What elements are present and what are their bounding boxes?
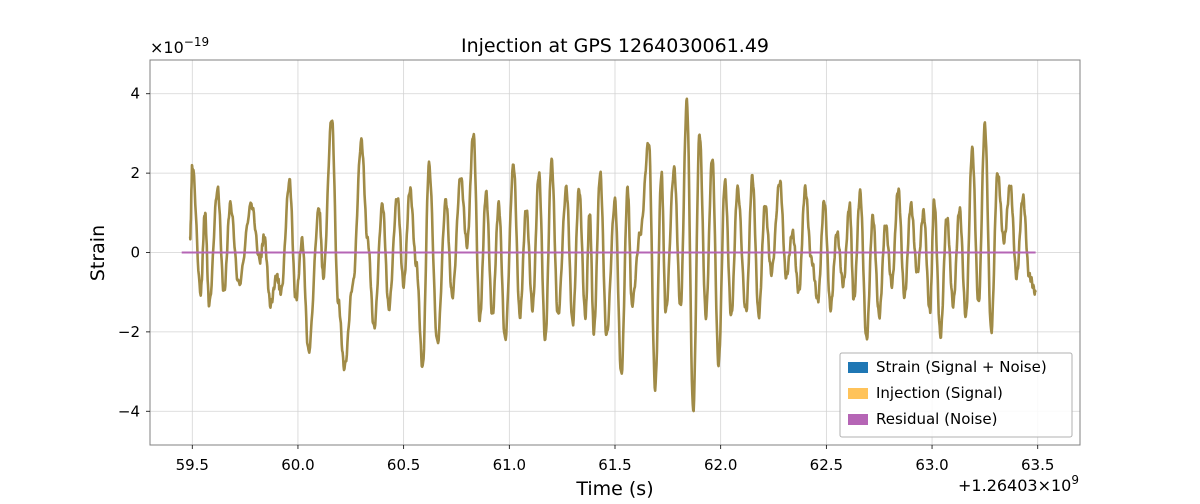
x-tick-label: 59.5 bbox=[176, 456, 209, 474]
x-tick-label: 62.5 bbox=[810, 456, 843, 474]
y-tick-label: 4 bbox=[130, 85, 140, 103]
y-axis-label: Strain bbox=[87, 225, 109, 281]
x-offset-exponent: 9 bbox=[1071, 473, 1079, 487]
y-tick-label: 0 bbox=[130, 244, 140, 262]
legend-swatch bbox=[848, 362, 868, 373]
axis-ticks: 59.5 60.0 60.5 61.0 61.5 62.0 62.5 63.0 63.5 −4 −2… bbox=[118, 85, 1055, 474]
y-tick-label: −4 bbox=[118, 402, 140, 420]
legend-box bbox=[839, 352, 1073, 438]
y-scale-exponent: −19 bbox=[184, 35, 209, 49]
x-tick-label: 63.5 bbox=[1021, 456, 1054, 474]
x-tick-label: 61.0 bbox=[493, 456, 526, 474]
y-tick-label: 2 bbox=[130, 164, 140, 182]
legend: Strain (Signal + Noise) Injection (Signal… bbox=[839, 352, 1073, 438]
x-tick-label: 60.0 bbox=[281, 456, 314, 474]
legend-label: Strain (Signal + Noise) bbox=[876, 358, 1047, 376]
legend-swatch bbox=[848, 388, 868, 399]
series-layer bbox=[181, 97, 1037, 413]
legend-label: Residual (Noise) bbox=[876, 410, 997, 428]
legend-swatch bbox=[848, 414, 868, 425]
x-tick-label: 62.0 bbox=[704, 456, 737, 474]
y-scale-base: ×10 bbox=[150, 38, 184, 57]
x-tick-label: 61.5 bbox=[598, 456, 631, 474]
x-tick-label: 60.5 bbox=[387, 456, 420, 474]
x-axis-label: Time (s) bbox=[575, 478, 653, 500]
legend-label: Injection (Signal) bbox=[876, 384, 1003, 402]
chart-title: Injection at GPS 1264030061.49 bbox=[461, 35, 769, 57]
x-axis-offset: +1.26403×109 bbox=[958, 473, 1079, 495]
x-tick-label: 63.0 bbox=[915, 456, 948, 474]
series-strain-line bbox=[188, 97, 1037, 413]
x-offset-base: +1.26403×10 bbox=[958, 476, 1071, 495]
y-tick-label: −2 bbox=[118, 323, 140, 341]
y-axis-scale-factor: ×10−19 bbox=[150, 35, 209, 57]
